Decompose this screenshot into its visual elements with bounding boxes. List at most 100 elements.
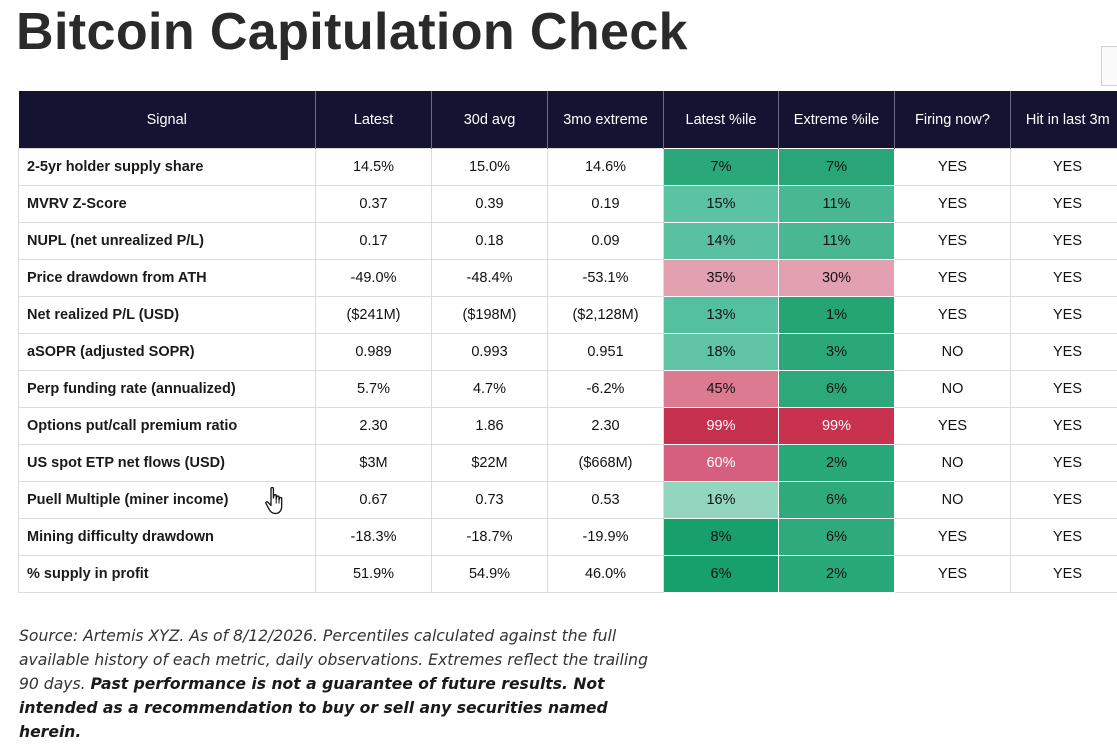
cell-latest-percentile: 16% [664, 482, 779, 519]
cell-hit-last-3m: YES [1011, 260, 1117, 297]
cell-firing-now: YES [895, 519, 1011, 556]
cell-signal: Net realized P/L (USD) [19, 297, 316, 334]
table-row: Mining difficulty drawdown-18.3%-18.7%-1… [19, 519, 1117, 556]
cell-firing-now: NO [895, 334, 1011, 371]
cell-extreme-percentile: 99% [779, 408, 895, 445]
cell-latest: 0.37 [316, 186, 432, 223]
cell-latest-percentile: 14% [664, 223, 779, 260]
cell-extreme-percentile: 11% [779, 186, 895, 223]
cell-firing-now: NO [895, 371, 1011, 408]
header-signal: Signal [19, 91, 316, 149]
cell-latest-percentile: 45% [664, 371, 779, 408]
edge-tab [1101, 46, 1117, 86]
cell-signal: Price drawdown from ATH [19, 260, 316, 297]
cell-signal: % supply in profit [19, 556, 316, 593]
cell-firing-now: YES [895, 149, 1011, 186]
cell-30d-avg: 15.0% [432, 149, 548, 186]
cell-30d-avg: -18.7% [432, 519, 548, 556]
cell-latest-percentile: 8% [664, 519, 779, 556]
cell-firing-now: YES [895, 408, 1011, 445]
cell-latest: 5.7% [316, 371, 432, 408]
cell-30d-avg: 0.993 [432, 334, 548, 371]
header-latest: Latest [316, 91, 432, 149]
cell-hit-last-3m: YES [1011, 297, 1117, 334]
cell-latest: 0.989 [316, 334, 432, 371]
cell-3mo-extreme: -53.1% [548, 260, 664, 297]
cell-hit-last-3m: YES [1011, 149, 1117, 186]
cell-hit-last-3m: YES [1011, 223, 1117, 260]
cell-30d-avg: 1.86 [432, 408, 548, 445]
cell-latest: 14.5% [316, 149, 432, 186]
cell-3mo-extreme: ($668M) [548, 445, 664, 482]
cell-30d-avg: 0.39 [432, 186, 548, 223]
cell-hit-last-3m: YES [1011, 482, 1117, 519]
cell-extreme-percentile: 7% [779, 149, 895, 186]
cell-30d-avg: $22M [432, 445, 548, 482]
page-title: Bitcoin Capitulation Check [16, 2, 688, 62]
cell-latest-percentile: 60% [664, 445, 779, 482]
cell-hit-last-3m: YES [1011, 186, 1117, 223]
cell-30d-avg: 0.18 [432, 223, 548, 260]
cell-hit-last-3m: YES [1011, 556, 1117, 593]
cell-latest-percentile: 18% [664, 334, 779, 371]
cell-3mo-extreme: -6.2% [548, 371, 664, 408]
cell-latest: 2.30 [316, 408, 432, 445]
cell-signal: Mining difficulty drawdown [19, 519, 316, 556]
header-extreme-percentile: Extreme %ile [779, 91, 895, 149]
cell-30d-avg: -48.4% [432, 260, 548, 297]
cell-firing-now: NO [895, 445, 1011, 482]
cell-extreme-percentile: 1% [779, 297, 895, 334]
cell-extreme-percentile: 2% [779, 556, 895, 593]
cell-hit-last-3m: YES [1011, 408, 1117, 445]
cell-hit-last-3m: YES [1011, 519, 1117, 556]
cell-latest: 51.9% [316, 556, 432, 593]
cell-latest: ($241M) [316, 297, 432, 334]
cell-extreme-percentile: 30% [779, 260, 895, 297]
cell-latest: 0.67 [316, 482, 432, 519]
cell-latest-percentile: 15% [664, 186, 779, 223]
cell-hit-last-3m: YES [1011, 334, 1117, 371]
capitulation-table-container: Signal Latest 30d avg 3mo extreme Latest… [18, 91, 1117, 594]
table-row: Net realized P/L (USD)($241M)($198M)($2,… [19, 297, 1117, 334]
footnote-disclaimer-text: Past performance is not a guarantee of f… [19, 675, 608, 741]
cell-latest-percentile: 6% [664, 556, 779, 593]
cell-firing-now: YES [895, 297, 1011, 334]
capitulation-table: Signal Latest 30d avg 3mo extreme Latest… [18, 91, 1117, 593]
table-row: US spot ETP net flows (USD)$3M$22M($668M… [19, 445, 1117, 482]
cell-extreme-percentile: 3% [779, 334, 895, 371]
footnote: Source: Artemis XYZ. As of 8/12/2026. Pe… [19, 624, 659, 744]
cell-signal: aSOPR (adjusted SOPR) [19, 334, 316, 371]
cell-latest-percentile: 35% [664, 260, 779, 297]
cell-hit-last-3m: YES [1011, 445, 1117, 482]
cell-3mo-extreme: 0.53 [548, 482, 664, 519]
cell-extreme-percentile: 6% [779, 371, 895, 408]
cell-3mo-extreme: 14.6% [548, 149, 664, 186]
cell-3mo-extreme: 2.30 [548, 408, 664, 445]
cell-latest: $3M [316, 445, 432, 482]
header-hit-last-3m: Hit in last 3m [1011, 91, 1117, 149]
cell-hit-last-3m: YES [1011, 371, 1117, 408]
cell-30d-avg: 4.7% [432, 371, 548, 408]
header-latest-percentile: Latest %ile [664, 91, 779, 149]
cell-3mo-extreme: 0.09 [548, 223, 664, 260]
cell-firing-now: NO [895, 482, 1011, 519]
cell-latest: -49.0% [316, 260, 432, 297]
cell-extreme-percentile: 2% [779, 445, 895, 482]
cell-latest-percentile: 7% [664, 149, 779, 186]
cell-signal: NUPL (net unrealized P/L) [19, 223, 316, 260]
cell-signal: 2-5yr holder supply share [19, 149, 316, 186]
cell-3mo-extreme: 0.19 [548, 186, 664, 223]
cell-extreme-percentile: 6% [779, 519, 895, 556]
cell-latest-percentile: 13% [664, 297, 779, 334]
cell-3mo-extreme: -19.9% [548, 519, 664, 556]
cell-extreme-percentile: 11% [779, 223, 895, 260]
cell-signal: US spot ETP net flows (USD) [19, 445, 316, 482]
